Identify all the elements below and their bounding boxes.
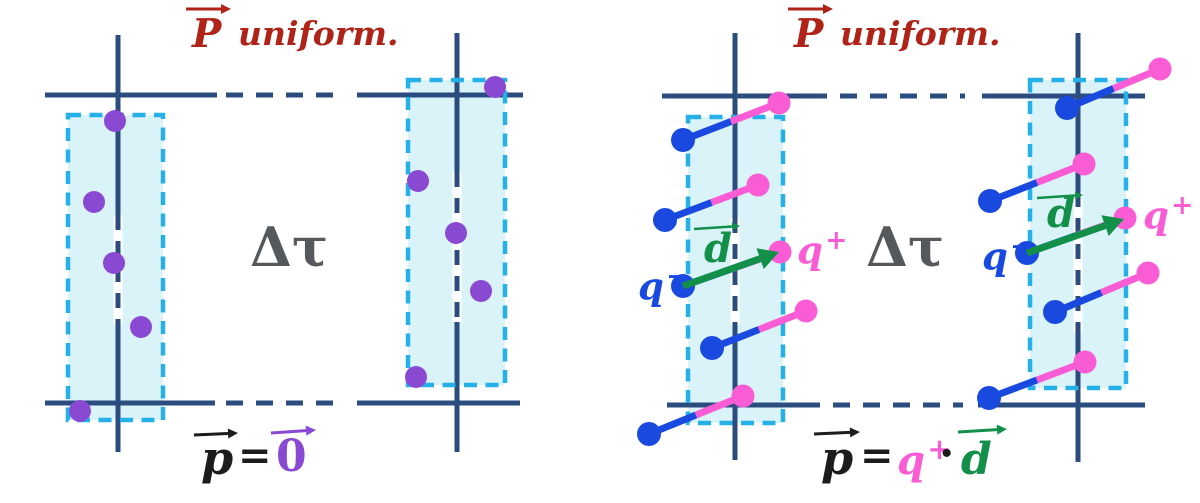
left-panel-molecule-dot	[470, 280, 492, 302]
left-panel-molecule-dot	[104, 110, 126, 132]
right-panel-d-vector-arrow-left-head	[756, 248, 779, 270]
left-panel-title-P-vector-arrow-head	[221, 4, 231, 14]
left-panel-molecule-dot	[407, 170, 429, 192]
right-panel-dipole-negative-end	[671, 128, 695, 152]
right-panel-dipole-negative-end	[1043, 300, 1067, 324]
right-panel-q-minus-label-left: q−	[638, 261, 688, 308]
left-panel-volume-label-delta-tau: Δτ	[250, 215, 328, 279]
right-panel-dipole-negative-end	[978, 189, 1002, 213]
right-panel-volume-label-delta-tau: Δτ	[866, 215, 944, 279]
right-panel-title-uniform: uniform.	[840, 14, 1001, 53]
right-panel-formula-p: p	[821, 431, 853, 485]
right-panel-title-P: P	[793, 11, 825, 57]
right-panel-dipole-positive-end	[767, 91, 791, 115]
right-panel-volume-box-right-border	[1027, 77, 1129, 391]
right-panel-d-vector-arrow-right	[1025, 222, 1107, 257]
right-panel-dipole-negative-end	[637, 422, 661, 446]
right-panel-formula-d-vector-arrow-head	[996, 424, 1007, 435]
right-panel-d-label-right: d	[1047, 190, 1075, 237]
left-panel-formula-p-vector-arrow	[193, 431, 229, 437]
right-panel-formula-equals: =	[860, 432, 894, 479]
left-panel-molecule-dot	[445, 222, 467, 244]
right-panel-formula-d-vector-arrow	[957, 428, 998, 434]
right-panel-formula-p-vector-arrow-head	[849, 427, 860, 438]
right-panel-d-label-hat-right	[1036, 194, 1076, 200]
right-panel-formula-dot: ·	[939, 428, 954, 479]
left-panel-formula-zero-vector-arrow	[270, 429, 307, 435]
right-panel-d-label-hat-left-head	[731, 222, 740, 231]
left-panel-formula-zero: 0	[276, 431, 307, 482]
left-panel-title-P: P	[191, 11, 223, 57]
left-panel-molecule-dot	[103, 252, 125, 274]
right-panel-dipole-positive-end	[731, 384, 755, 408]
right-panel-title-P-vector-arrow-head	[823, 4, 833, 14]
left-panel-formula-p-vector-arrow-head	[227, 428, 238, 439]
left-panel-title-uniform: uniform.	[238, 14, 399, 53]
right-panel-dipole-negative-end	[1055, 96, 1079, 120]
right-panel-dipole-positive-end	[1136, 261, 1160, 285]
right-panel-dipole-positive-end	[794, 299, 818, 323]
right-panel-d-label-hat-right-head	[1074, 191, 1083, 200]
right-panel-q-plus-label-right: q+	[1143, 190, 1193, 237]
right-panel-formula-d: d	[961, 434, 992, 485]
left-panel-formula-p: p	[201, 431, 233, 485]
right-panel-dipole-negative-end	[700, 336, 724, 360]
right-panel-dipole-positive-end	[746, 173, 770, 197]
right-panel-formula-p-vector-arrow	[813, 430, 851, 436]
left-panel-formula-zero-vector-arrow-head	[305, 425, 316, 436]
right-panel-dipole-negative-end	[653, 208, 677, 232]
right-panel-q-plus-label-left: q+	[797, 225, 847, 272]
left-panel-molecule-dot	[83, 191, 105, 213]
right-panel-dipole-negative-end	[977, 386, 1001, 410]
right-panel-dipole-positive-end	[1073, 350, 1097, 374]
right-panel-d-vector-arrow-right-head	[1101, 215, 1124, 236]
right-panel-formula-q: q+	[897, 432, 952, 484]
right-panel-q-minus-label-right: q−	[982, 231, 1032, 278]
left-panel-formula-equals: =	[238, 432, 272, 479]
right-panel-d-label-hat-left	[693, 225, 733, 231]
left-panel-volume-box-right-border	[405, 77, 508, 388]
right-panel-d-vector-arrow-left	[681, 255, 762, 290]
left-panel-molecule-dot	[484, 76, 506, 98]
left-panel-molecule-dot	[405, 366, 427, 388]
right-panel-dipole-positive-end	[1148, 57, 1172, 81]
left-panel-molecule-dot	[69, 400, 91, 422]
left-panel-molecule-dot	[130, 316, 152, 338]
right-panel-d-label-left: d	[704, 225, 732, 272]
right-panel-dipole-positive-end	[768, 240, 792, 264]
right-panel-dipole-positive-end	[1072, 152, 1096, 176]
